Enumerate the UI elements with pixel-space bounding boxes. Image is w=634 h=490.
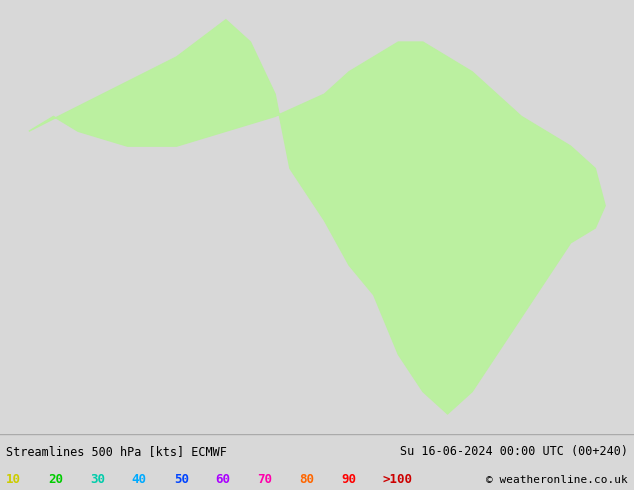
Text: © weatheronline.co.uk: © weatheronline.co.uk — [486, 475, 628, 485]
Text: >100: >100 — [383, 473, 413, 487]
Text: 50: 50 — [174, 473, 189, 487]
Text: Streamlines 500 hPa [kts] ECMWF: Streamlines 500 hPa [kts] ECMWF — [6, 445, 227, 458]
Text: 90: 90 — [341, 473, 356, 487]
Polygon shape — [29, 20, 605, 414]
Text: 80: 80 — [299, 473, 314, 487]
Text: 70: 70 — [257, 473, 273, 487]
Text: Su 16-06-2024 00:00 UTC (00+240): Su 16-06-2024 00:00 UTC (00+240) — [399, 445, 628, 458]
Text: 60: 60 — [216, 473, 231, 487]
Text: 20: 20 — [48, 473, 63, 487]
Text: 10: 10 — [6, 473, 22, 487]
Text: 40: 40 — [132, 473, 147, 487]
Text: 30: 30 — [90, 473, 105, 487]
